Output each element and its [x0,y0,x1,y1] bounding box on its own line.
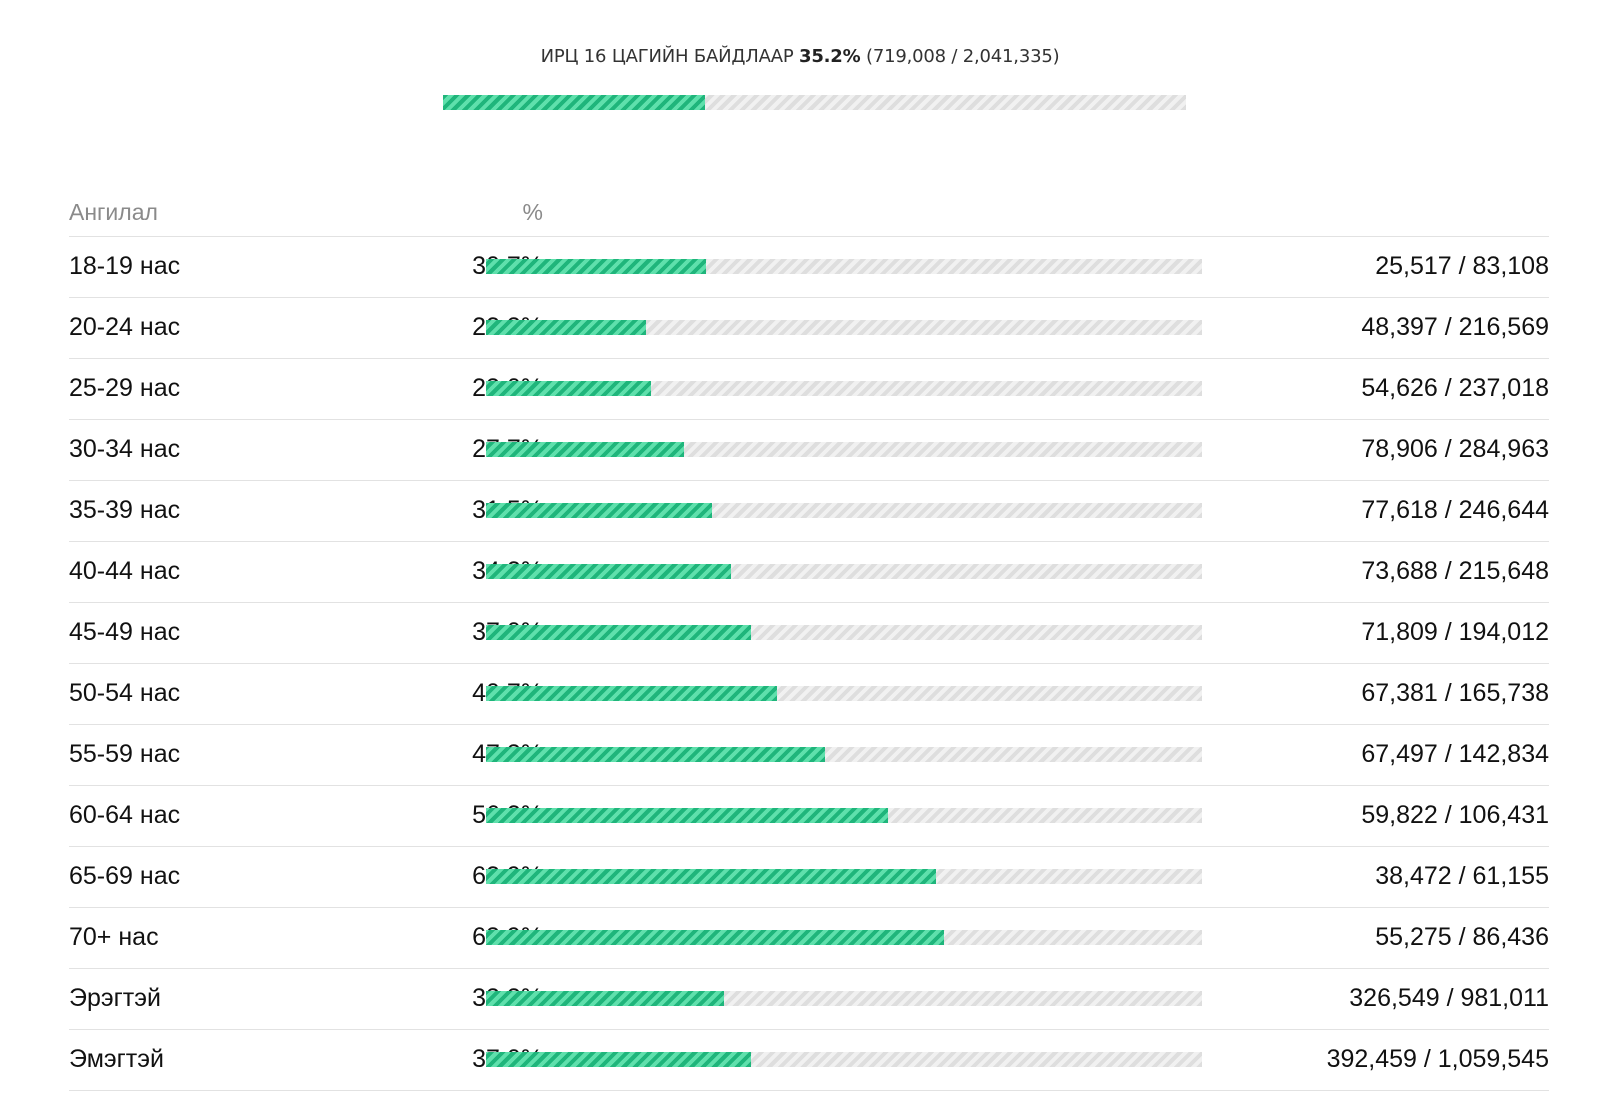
turnout-summary: ИРЦ 16 ЦАГИЙН БАЙДЛААР 35.2% (719,008 / … [0,46,1600,67]
row-progress-fill [486,625,751,640]
row-progress-fill [486,381,651,396]
row-counts: 67,497 / 142,834 [1361,740,1549,768]
row-counts: 73,688 / 215,648 [1361,557,1549,585]
table-row: 70+ нас63.9%55,275 / 86,436 [69,908,1549,969]
row-category: 25-29 нас [69,374,181,402]
row-progress-bar [486,869,1202,884]
row-category: 45-49 нас [69,618,181,646]
row-progress-fill [486,320,646,335]
row-category: 70+ нас [69,923,159,951]
row-progress-fill [486,991,725,1006]
summary-progress-fill [443,95,705,110]
row-counts: 25,517 / 83,108 [1375,252,1549,280]
row-progress-fill [486,442,685,457]
row-progress-fill [486,1052,751,1067]
table-row: 20-24 нас22.3%48,397 / 216,569 [69,298,1549,359]
row-category: 20-24 нас [69,313,181,341]
row-counts: 392,459 / 1,059,545 [1326,1045,1549,1073]
row-progress-bar [486,808,1202,823]
row-progress-bar [486,320,1202,335]
row-progress-bar [486,747,1202,762]
row-category: 35-39 нас [69,496,181,524]
row-category: 50-54 нас [69,679,181,707]
row-progress-fill [486,259,706,274]
table-row: 35-39 нас31.5%77,618 / 246,644 [69,481,1549,542]
row-category: 30-34 нас [69,435,181,463]
summary-percent: 35.2% [799,46,861,67]
row-counts: 48,397 / 216,569 [1361,313,1549,341]
row-counts: 59,822 / 106,431 [1361,801,1549,829]
table-row: Эмэгтэй37.0%392,459 / 1,059,545 [69,1030,1549,1091]
row-category: 40-44 нас [69,557,181,585]
row-progress-bar [486,381,1202,396]
turnout-table: Ангилал % 18-19 нас30.7%25,517 / 83,1082… [69,191,1549,1091]
row-progress-bar [486,686,1202,701]
row-progress-fill [486,747,825,762]
row-progress-bar [486,259,1202,274]
row-counts: 71,809 / 194,012 [1361,618,1549,646]
table-row: 30-34 нас27.7%78,906 / 284,963 [69,420,1549,481]
row-category: Эмэгтэй [69,1045,164,1073]
row-progress-fill [486,686,778,701]
row-progress-fill [486,930,944,945]
row-progress-bar [486,930,1202,945]
header-percent: % [522,199,543,225]
row-progress-bar [486,503,1202,518]
row-category: 18-19 нас [69,252,181,280]
row-counts: 38,472 / 61,155 [1375,862,1549,890]
row-counts: 54,626 / 237,018 [1361,374,1549,402]
row-counts: 67,381 / 165,738 [1361,679,1549,707]
summary-counts: (719,008 / 2,041,335) [866,46,1060,67]
summary-progress-bar [443,95,1186,110]
table-header: Ангилал % [69,191,1549,237]
row-progress-fill [486,808,889,823]
table-row: 55-59 нас47.3%67,497 / 142,834 [69,725,1549,786]
row-progress-fill [486,503,712,518]
row-counts: 326,549 / 981,011 [1349,984,1549,1012]
table-row: 25-29 нас23.0%54,626 / 237,018 [69,359,1549,420]
row-counts: 55,275 / 86,436 [1375,923,1549,951]
table-row: 18-19 нас30.7%25,517 / 83,108 [69,237,1549,298]
table-row: 65-69 нас62.9%38,472 / 61,155 [69,847,1549,908]
row-progress-fill [486,869,937,884]
row-counts: 78,906 / 284,963 [1361,435,1549,463]
table-row: Эрэгтэй33.3%326,549 / 981,011 [69,969,1549,1030]
row-counts: 77,618 / 246,644 [1361,496,1549,524]
row-progress-fill [486,564,731,579]
table-row: 50-54 нас40.7%67,381 / 165,738 [69,664,1549,725]
table-row: 40-44 нас34.2%73,688 / 215,648 [69,542,1549,603]
header-category: Ангилал [69,199,158,225]
row-progress-bar [486,625,1202,640]
row-category: 60-64 нас [69,801,181,829]
row-category: Эрэгтэй [69,984,161,1012]
row-category: 65-69 нас [69,862,181,890]
row-progress-bar [486,991,1202,1006]
summary-label: ИРЦ 16 ЦАГИЙН БАЙДЛААР [540,46,794,67]
row-progress-bar [486,564,1202,579]
row-progress-bar [486,442,1202,457]
row-category: 55-59 нас [69,740,181,768]
row-progress-bar [486,1052,1202,1067]
table-row: 60-64 нас56.2%59,822 / 106,431 [69,786,1549,847]
table-row: 45-49 нас37.0%71,809 / 194,012 [69,603,1549,664]
